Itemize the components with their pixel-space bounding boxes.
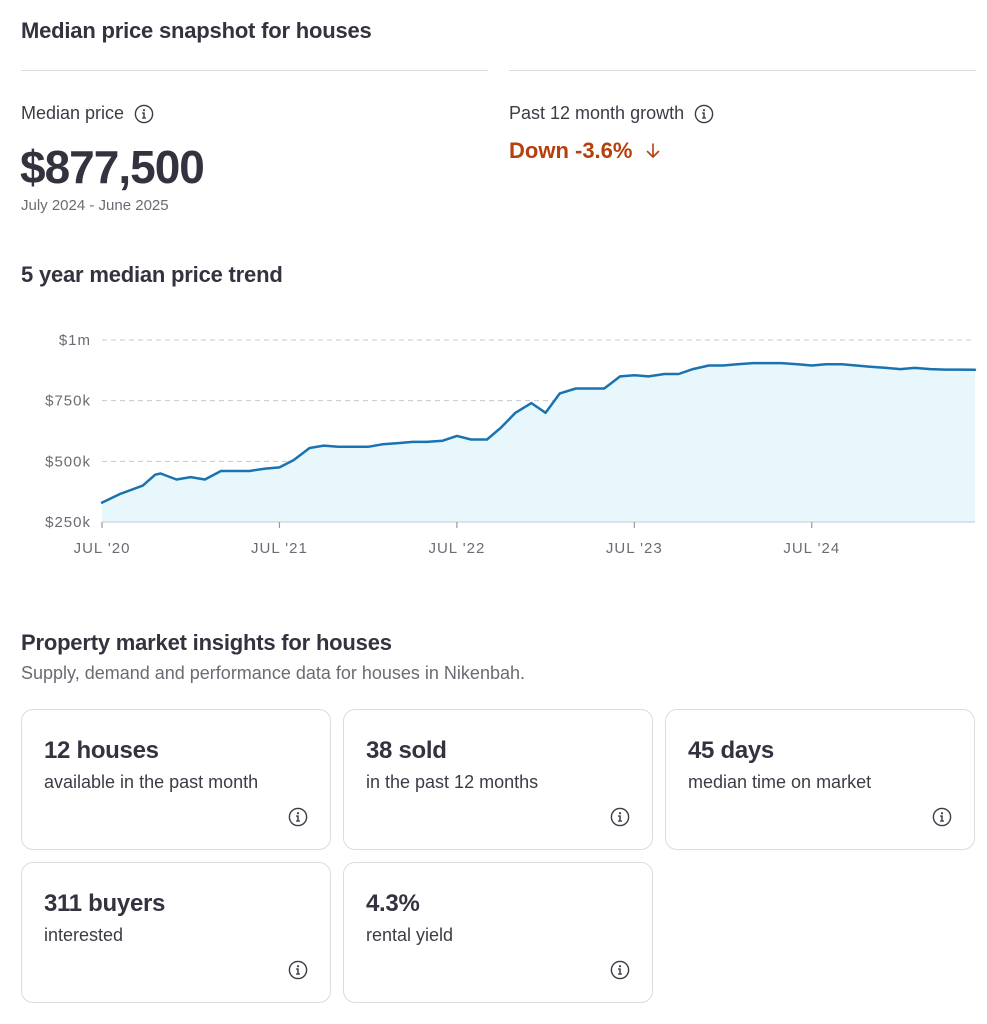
y-tick-label: $250k bbox=[45, 514, 91, 531]
insight-description: available in the past month bbox=[44, 772, 259, 792]
info-icon[interactable] bbox=[610, 960, 630, 980]
insight-value: 311 buyers bbox=[44, 890, 166, 917]
info-icon[interactable] bbox=[134, 104, 154, 124]
median-price-label: Median price bbox=[21, 103, 125, 123]
insight-card-days-on-market: 45 days median time on market bbox=[665, 709, 975, 850]
y-tick-label: $500k bbox=[45, 453, 91, 470]
insight-description: rental yield bbox=[366, 925, 454, 945]
info-icon[interactable] bbox=[932, 807, 952, 827]
insight-description: in the past 12 months bbox=[366, 772, 539, 792]
x-tick-label: JUL '20 bbox=[74, 540, 131, 557]
insight-description: interested bbox=[44, 925, 124, 945]
snapshot-title: Median price snapshot for houses bbox=[21, 18, 372, 43]
median-price-label-row: Median price bbox=[21, 103, 154, 124]
insights-title: Property market insights for houses bbox=[21, 630, 392, 655]
median-price-period: July 2024 - June 2025 bbox=[21, 197, 169, 214]
insight-description: median time on market bbox=[688, 772, 872, 792]
x-tick-label: JUL '21 bbox=[251, 540, 308, 557]
insight-card-sold: 38 sold in the past 12 months bbox=[343, 709, 653, 850]
insight-value: 38 sold bbox=[366, 737, 447, 764]
median-price-value: $877,500 bbox=[20, 141, 205, 193]
divider-right bbox=[509, 70, 976, 71]
insight-card-rental-yield: 4.3% rental yield bbox=[343, 862, 653, 1003]
insight-card-available: 12 houses available in the past month bbox=[21, 709, 331, 850]
insights-subtitle: Supply, demand and performance data for … bbox=[21, 663, 525, 683]
trend-title: 5 year median price trend bbox=[21, 262, 283, 287]
x-tick-label: JUL '23 bbox=[606, 540, 663, 557]
growth-label-row: Past 12 month growth bbox=[509, 103, 714, 124]
price-trend-chart: $1m $750k $500k $250k JUL '20 JUL '21 JUL '22 J… bbox=[45, 332, 977, 557]
insight-value: 45 days bbox=[688, 737, 774, 764]
x-tick-label: JUL '24 bbox=[783, 540, 840, 557]
info-icon[interactable] bbox=[288, 960, 308, 980]
y-tick-label: $750k bbox=[45, 393, 91, 410]
insight-card-buyers: 311 buyers interested bbox=[21, 862, 331, 1003]
info-icon[interactable] bbox=[694, 104, 714, 124]
price-line bbox=[100, 361, 977, 504]
info-icon[interactable] bbox=[288, 807, 308, 827]
insight-value: 4.3% bbox=[366, 890, 420, 917]
growth-label: Past 12 month growth bbox=[509, 103, 685, 123]
info-icon[interactable] bbox=[610, 807, 630, 827]
growth-value-row: Down -3.6% bbox=[509, 138, 662, 164]
y-tick-label: $1m bbox=[59, 332, 91, 349]
growth-value: Down -3.6% bbox=[509, 138, 633, 163]
divider-left bbox=[21, 70, 488, 71]
arrow-down-icon bbox=[644, 141, 662, 161]
x-tick-label: JUL '22 bbox=[428, 540, 485, 557]
insight-value: 12 houses bbox=[44, 737, 159, 764]
price-area bbox=[102, 363, 975, 522]
